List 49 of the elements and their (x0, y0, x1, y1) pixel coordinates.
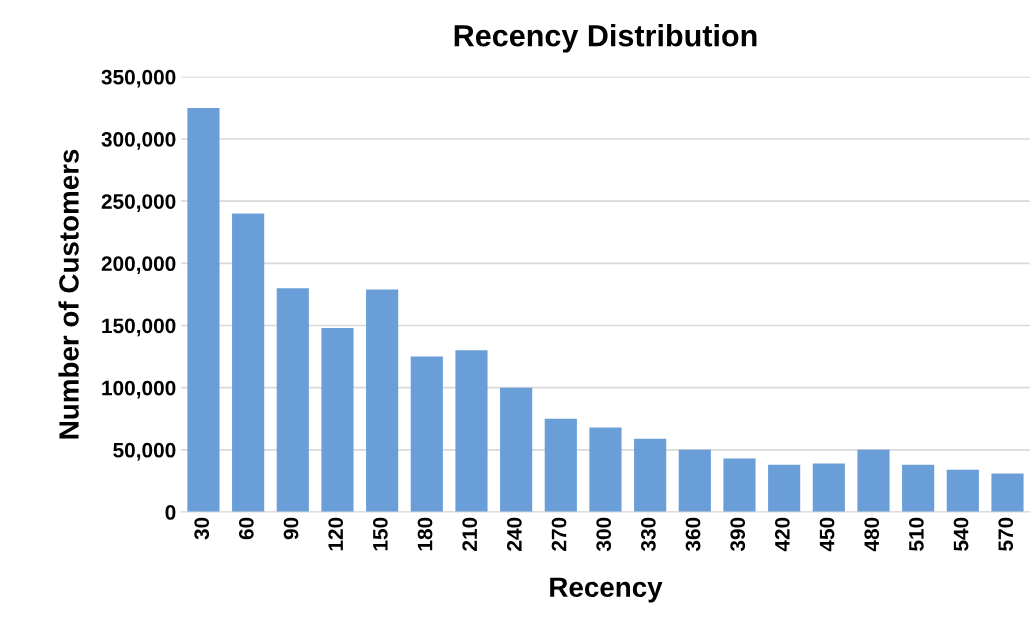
x-tick-label: 570 (998, 517, 1014, 551)
y-tick-label: 350,000 (101, 69, 176, 88)
x-tick-label: 480 (864, 517, 880, 552)
y-tick-label: 100,000 (102, 380, 176, 399)
x-tick-label: 120 (328, 517, 344, 551)
bar (232, 213, 265, 512)
y-tick-label: 50,000 (113, 442, 176, 461)
bar (455, 350, 488, 512)
x-tick-label: 390 (730, 517, 746, 552)
bar (812, 463, 845, 512)
x-tick-label: 150 (372, 517, 388, 551)
chart-title: Recency Distribution (454, 24, 757, 53)
x-tick-label: 210 (462, 517, 478, 551)
bar (410, 356, 443, 512)
y-tick-label: 300,000 (101, 131, 176, 150)
x-tick-label: 540 (953, 517, 969, 551)
bar (321, 327, 354, 512)
bar (946, 469, 979, 512)
bar (902, 464, 935, 512)
bar (500, 387, 533, 512)
x-tick-label: 270 (551, 517, 567, 551)
bar (857, 449, 890, 512)
bar (768, 464, 801, 512)
bar (276, 288, 309, 512)
y-tick-label: 250,000 (101, 194, 176, 212)
x-tick-label: 90 (283, 517, 299, 540)
x-tick-label: 360 (685, 517, 701, 552)
y-tick-label: 0 (165, 505, 176, 520)
x-tick-label: 510 (908, 517, 924, 551)
x-tick-label: 450 (819, 517, 835, 552)
bar (678, 449, 711, 512)
x-axis-title: Recency (550, 577, 663, 603)
y-tick-label: 200,000 (101, 256, 176, 275)
x-tick-label: 420 (774, 517, 790, 552)
x-tick-label: 300 (596, 517, 612, 552)
bar (991, 473, 1024, 512)
y-axis-title: Number of Customers (58, 149, 79, 439)
x-tick-label: 330 (640, 517, 656, 552)
bar (634, 438, 667, 512)
bar (589, 427, 622, 512)
x-tick-label: 180 (417, 517, 433, 551)
bar (544, 418, 577, 512)
x-tick-label: 60 (238, 517, 254, 540)
bar (723, 458, 756, 512)
x-tick-label: 30 (194, 517, 210, 540)
bar (366, 289, 399, 512)
y-tick-label: 150,000 (102, 318, 176, 337)
bar (187, 107, 220, 512)
x-tick-label: 240 (506, 517, 522, 551)
